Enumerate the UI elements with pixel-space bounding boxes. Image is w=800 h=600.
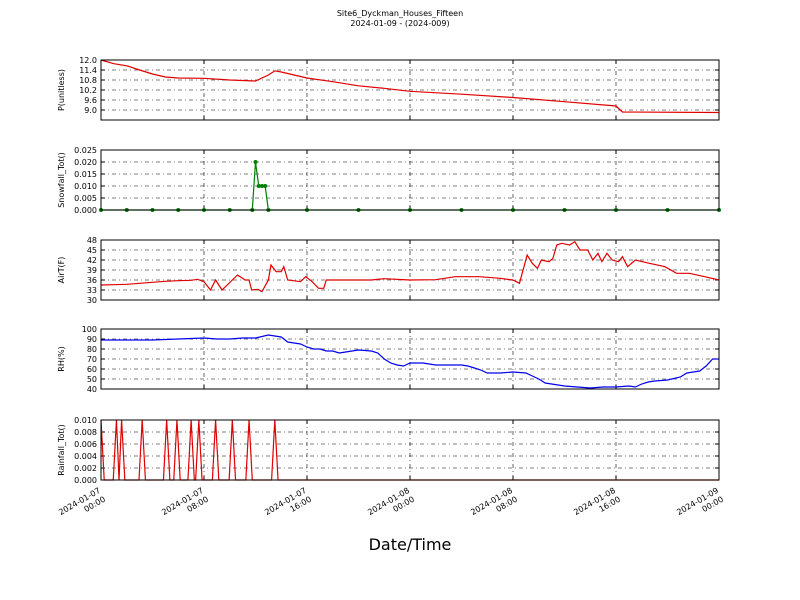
y-tick-label: 9.6	[84, 96, 97, 105]
y-axis-label: Rainfall_Tot()	[57, 424, 66, 476]
y-tick-label: 0.010	[74, 182, 97, 191]
data-line	[100, 419, 719, 481]
y-tick-label: 0.020	[74, 158, 97, 167]
data-point	[256, 184, 261, 188]
x-tick-label: 2024-01-0800:00	[366, 486, 416, 526]
x-tick-label: 2024-01-0808:00	[469, 486, 519, 526]
y-axis-label: Snowfall_Tot()	[57, 152, 66, 208]
data-line	[100, 240, 720, 293]
y-tick-label: 0.010	[74, 416, 97, 425]
y-tick-label: 0.000	[74, 206, 97, 215]
y-tick-label: 90	[87, 335, 97, 344]
y-tick-label: 0.002	[74, 464, 97, 473]
y-axis-label: AirT(F)	[57, 257, 66, 284]
plot-frame	[100, 419, 720, 481]
y-tick-label: 33	[87, 286, 97, 295]
y-tick-label: 42	[87, 256, 97, 265]
plot-frame	[100, 59, 720, 121]
y-tick-label: 0.015	[74, 170, 97, 179]
x-tick-label: 2024-01-0708:00	[160, 486, 210, 526]
chart-title: Site6_Dyckman_Houses_Fifteen	[337, 9, 463, 18]
y-tick-label: 11.4	[79, 66, 97, 75]
y-tick-label: 60	[87, 365, 97, 374]
y-tick-label: 0.005	[74, 194, 97, 203]
plot-frame	[100, 328, 720, 390]
y-tick-label: 0.004	[74, 452, 97, 461]
y-tick-label: 0.000	[74, 476, 97, 485]
y-tick-label: 12.0	[79, 56, 97, 65]
x-tick-label: 2024-01-0816:00	[572, 486, 622, 526]
chart-subtitle: 2024-01-09 - (2024-009)	[350, 19, 449, 28]
y-tick-label: 50	[87, 375, 97, 384]
y-tick-label: 30	[87, 296, 97, 305]
data-line	[101, 334, 719, 389]
data-point	[263, 184, 268, 188]
y-axis-label: P(unitless)	[57, 69, 66, 111]
plot-frame	[100, 149, 720, 211]
y-axis-label: RH(%)	[57, 346, 66, 371]
data-point	[259, 184, 264, 188]
data-line	[100, 59, 720, 114]
x-axis-label: Date/Time	[369, 535, 452, 554]
y-tick-label: 39	[87, 266, 97, 275]
x-tick-label: 2024-01-0700:00	[57, 486, 107, 526]
plot-frame	[100, 239, 720, 301]
x-tick-label: 2024-01-0900:00	[675, 486, 725, 526]
y-tick-label: 36	[87, 276, 97, 285]
y-tick-label: 48	[87, 236, 97, 245]
y-tick-label: 100	[82, 325, 97, 334]
y-tick-label: 80	[87, 345, 97, 354]
x-tick-label: 2024-01-0716:00	[263, 486, 313, 526]
y-tick-label: 0.008	[74, 428, 97, 437]
y-tick-label: 0.025	[74, 146, 97, 155]
y-tick-label: 10.8	[79, 76, 97, 85]
y-tick-label: 9.0	[84, 106, 97, 115]
y-tick-label: 0.006	[74, 440, 97, 449]
y-tick-label: 45	[87, 246, 97, 255]
y-tick-label: 10.2	[79, 86, 97, 95]
y-tick-label: 40	[87, 385, 97, 394]
data-point	[253, 160, 258, 164]
y-tick-label: 70	[87, 355, 97, 364]
